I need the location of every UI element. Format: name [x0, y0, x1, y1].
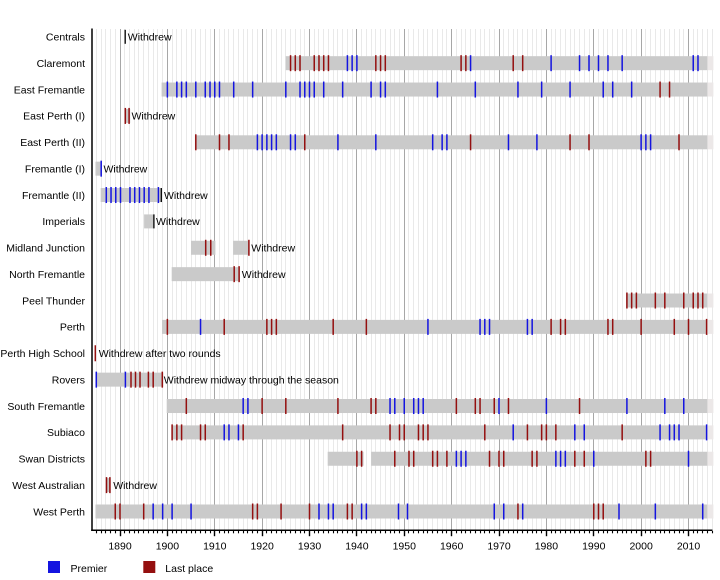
svg-text:Withdrew: Withdrew — [164, 190, 208, 202]
svg-text:Withdrew after two rounds: Withdrew after two rounds — [99, 348, 221, 360]
svg-text:Centrals: Centrals — [46, 32, 85, 44]
svg-text:West Australian: West Australian — [12, 480, 85, 492]
svg-text:1930: 1930 — [298, 540, 322, 552]
svg-text:Claremont: Claremont — [37, 58, 86, 70]
svg-text:Withdrew midway through the se: Withdrew midway through the season — [164, 374, 339, 386]
svg-text:Peel Thunder: Peel Thunder — [22, 295, 85, 307]
svg-text:South Fremantle: South Fremantle — [7, 401, 85, 413]
svg-text:Withdrew: Withdrew — [242, 269, 286, 281]
svg-text:1950: 1950 — [393, 540, 417, 552]
svg-text:East Perth (I): East Perth (I) — [23, 111, 85, 123]
svg-text:Imperials: Imperials — [42, 216, 85, 228]
svg-text:Perth High School: Perth High School — [0, 348, 85, 360]
svg-text:1980: 1980 — [535, 540, 559, 552]
svg-text:Last place: Last place — [165, 563, 213, 575]
svg-text:Withdrew: Withdrew — [156, 216, 200, 228]
svg-text:East Fremantle: East Fremantle — [14, 84, 85, 96]
svg-text:Rovers: Rovers — [52, 374, 85, 386]
svg-text:North Fremantle: North Fremantle — [9, 269, 85, 281]
svg-text:1940: 1940 — [345, 540, 369, 552]
svg-text:2000: 2000 — [629, 540, 653, 552]
svg-text:Fremantle (II): Fremantle (II) — [22, 190, 85, 202]
svg-text:1910: 1910 — [203, 540, 227, 552]
svg-text:Perth: Perth — [60, 322, 85, 334]
svg-text:1890: 1890 — [108, 540, 132, 552]
svg-text:West Perth: West Perth — [33, 506, 85, 518]
svg-text:East Perth (II): East Perth (II) — [20, 137, 85, 149]
svg-text:1920: 1920 — [250, 540, 274, 552]
svg-text:Withdrew: Withdrew — [128, 32, 172, 44]
svg-text:Subiaco: Subiaco — [47, 427, 85, 439]
svg-text:Withdrew: Withdrew — [251, 243, 295, 255]
svg-text:2010: 2010 — [677, 540, 701, 552]
svg-text:Withdrew: Withdrew — [132, 111, 176, 123]
svg-text:Midland Junction: Midland Junction — [6, 243, 85, 255]
svg-text:1990: 1990 — [582, 540, 606, 552]
svg-text:1900: 1900 — [156, 540, 180, 552]
svg-text:Premier: Premier — [71, 563, 108, 575]
svg-text:1960: 1960 — [440, 540, 464, 552]
svg-text:1970: 1970 — [487, 540, 511, 552]
svg-text:Withdrew: Withdrew — [104, 163, 148, 175]
svg-text:Fremantle (I): Fremantle (I) — [25, 163, 85, 175]
svg-text:Withdrew: Withdrew — [113, 480, 157, 492]
svg-text:Swan Districts: Swan Districts — [18, 454, 85, 466]
